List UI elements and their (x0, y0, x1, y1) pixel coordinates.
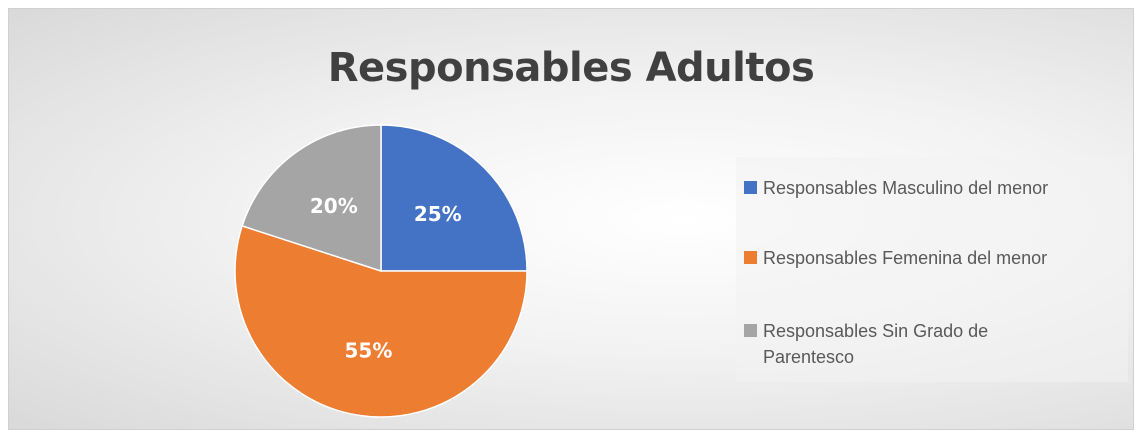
pie-chart: 25% 55% 20% (234, 124, 528, 418)
legend-swatch-femenina (744, 251, 757, 264)
legend-item-femenina: Responsables Femenina del menor (744, 245, 1093, 271)
chart-area: Responsables Adultos 25% 55% 20% Responsab… (8, 8, 1134, 430)
data-label-femenina: 55% (345, 338, 393, 362)
legend-label-femenina: Responsables Femenina del menor (763, 248, 1048, 268)
pie-slice-masculino (380, 124, 528, 272)
data-label-masculino: 25% (414, 202, 462, 226)
legend: Responsables Masculino del menor Respons… (736, 157, 1128, 382)
pie-slice-femenina (234, 224, 528, 418)
legend-label-masculino: Responsables Masculino del menor (763, 178, 1049, 198)
pie-slice-sin-grado (241, 124, 382, 273)
chart-title: Responsables Adultos (327, 45, 815, 91)
data-label-sin-grado: 20% (310, 194, 358, 218)
legend-item-masculino: Responsables Masculino del menor (744, 175, 1093, 201)
legend-swatch-masculino (744, 181, 757, 194)
legend-label-sin-grado: Responsables Sin Grado de Parentesco (763, 321, 989, 367)
legend-item-sin-grado: Responsables Sin Grado de Parentesco (744, 318, 1013, 370)
legend-swatch-sin-grado (744, 324, 757, 337)
